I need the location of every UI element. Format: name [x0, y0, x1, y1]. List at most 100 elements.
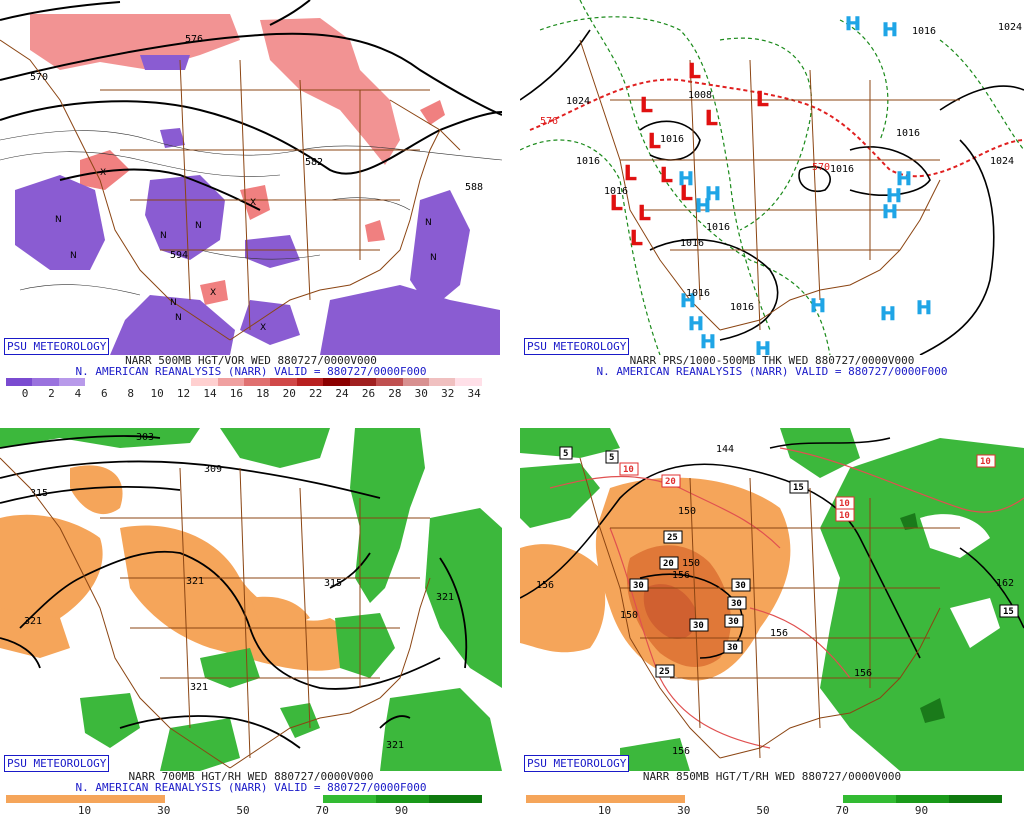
- colorbar-tick-label: 90: [394, 804, 409, 817]
- contour-label: 1024: [998, 22, 1022, 33]
- colorbar-tick-label: 12: [176, 387, 191, 400]
- colorbar-segment: [429, 378, 456, 386]
- low-pressure-symbol: L: [640, 93, 653, 117]
- high-pressure-symbol: H: [810, 295, 826, 317]
- colorbar-tick-label: 24: [335, 387, 349, 400]
- colorbar-segment: [164, 378, 192, 386]
- temperature-label: 10: [839, 499, 850, 509]
- svg-text:N: N: [160, 231, 167, 241]
- contour-label: 582: [305, 157, 323, 168]
- high-pressure-symbol: H: [700, 331, 716, 353]
- temperature-box: [976, 454, 996, 468]
- high-pressure-symbol: H: [680, 290, 696, 312]
- colorbar-tick-label: 26: [361, 387, 376, 400]
- colorbar-segment: [684, 795, 738, 803]
- map-caption-title: NARR 850MB HGT/T/RH WED 880727/0000V000: [642, 770, 902, 783]
- low-pressure-symbol: L: [705, 106, 718, 130]
- svg-text:N: N: [175, 313, 182, 323]
- temperature-box: [835, 508, 855, 522]
- temperature-label: 20: [665, 477, 676, 487]
- contour-label: 315: [324, 578, 342, 589]
- contour-label: 1024: [990, 156, 1014, 167]
- colorbar-tick-label: 6: [100, 387, 108, 400]
- colorbar-segment: [111, 795, 165, 803]
- low-pressure-symbol: L: [624, 161, 637, 185]
- contour-label: 156: [536, 580, 554, 591]
- low-pressure-symbol: L: [660, 163, 673, 187]
- svg-text:N: N: [430, 253, 437, 263]
- high-pressure-symbol: H: [916, 297, 932, 319]
- temperature-label: 5: [563, 449, 568, 459]
- contour-label: 1016: [896, 128, 920, 139]
- high-pressure-symbol: H: [880, 303, 896, 325]
- svg-text:X: X: [260, 323, 266, 333]
- contour-label: 1016: [680, 238, 704, 249]
- t850-map-svg: 5 5 10 20 25 20 30 30 30 30 30 30 25 15 10 10 10 15 144 1…: [520, 428, 1024, 771]
- temperature-label: 25: [667, 533, 678, 543]
- low-pressure-symbol: L: [630, 226, 643, 250]
- colorbar-tick-label: 8: [127, 387, 135, 400]
- colorbar-segment: [296, 378, 324, 386]
- contour-label: 150: [620, 610, 638, 621]
- temperature-label: 30: [728, 617, 739, 627]
- temperature-box: [723, 640, 743, 654]
- contour-label: 315: [30, 488, 48, 499]
- svg-text:X: X: [100, 168, 106, 178]
- contour-label: 150: [678, 506, 696, 517]
- colorbar-segment: [270, 795, 324, 803]
- colorbar-segment: [737, 795, 791, 803]
- colorbar-segment: [376, 378, 403, 386]
- colorbar-tick-label: 18: [256, 387, 270, 400]
- temperature-label: 30: [633, 581, 644, 591]
- temperature-box: [605, 450, 619, 464]
- temperature-box: [619, 462, 639, 476]
- svg-text:N: N: [425, 218, 432, 228]
- contour-label: 1016: [706, 222, 730, 233]
- contour-label: 570: [30, 72, 48, 83]
- temperature-box: [731, 578, 751, 592]
- colorbar-segment: [6, 378, 33, 386]
- colorbar-segment: [402, 378, 429, 386]
- temperature-label: 5: [609, 453, 614, 463]
- colorbar-tick-label: 50: [756, 804, 770, 817]
- colorbar-segment: [138, 378, 165, 386]
- colorbar-segment: [191, 378, 218, 386]
- high-pressure-symbol: H: [705, 183, 721, 205]
- low-pressure-symbol: L: [648, 129, 661, 153]
- contour-label: 588: [465, 182, 483, 193]
- temperature-box: [999, 604, 1019, 618]
- rh700-colorbar: [6, 795, 483, 803]
- svg-text:N: N: [70, 251, 77, 261]
- svg-text:N: N: [55, 215, 62, 225]
- colorbar-segment: [6, 795, 59, 803]
- colorbar-tick-label: 22: [309, 387, 323, 400]
- rh700-map-svg: 303 309 315 321 321 315 321 321 321: [0, 428, 502, 771]
- temperature-box: [559, 446, 573, 460]
- colorbar-segment: [429, 795, 483, 803]
- temperature-label: 30: [693, 621, 704, 631]
- colorbar-segment: [631, 795, 685, 803]
- colorbar-tick-label: 90: [914, 804, 929, 817]
- colorbar-tick-label: 30: [677, 804, 691, 817]
- high-pressure-symbol: H: [886, 185, 902, 207]
- colorbar-segment: [270, 378, 297, 386]
- colorbar-segment: [323, 378, 350, 386]
- svg-text:N: N: [195, 221, 202, 231]
- contour-label: 1016: [604, 186, 628, 197]
- colorbar-tick-label: 70: [315, 804, 329, 817]
- t850-map: 5 5 10 20 25 20 30 30 30 30 30 30 25 15 10 10 10 15 144 1…: [520, 428, 1024, 771]
- vorticity-colorbar-ticks: 0 2 4 6 8 10 12 14 16 18 20 22 24 26 28 30 32 34: [6, 388, 482, 400]
- colorbar-tick-label: 28: [388, 387, 402, 400]
- colorbar-segment: [349, 378, 377, 386]
- vorticity-colorbar: [6, 378, 482, 386]
- contour-label: 594: [170, 250, 188, 261]
- colorbar-segment: [217, 795, 271, 803]
- low-pressure-symbol: L: [688, 59, 701, 83]
- colorbar-segment: [111, 378, 139, 386]
- rh700-colorbar-ticks: 10 30 50 70 90: [6, 805, 482, 817]
- low-pressure-symbol: L: [756, 87, 769, 111]
- contour-label: 321: [436, 592, 454, 603]
- t850-colorbar: [526, 795, 1003, 803]
- colorbar-tick-label: 32: [441, 387, 455, 400]
- high-pressure-symbol: H: [755, 338, 771, 355]
